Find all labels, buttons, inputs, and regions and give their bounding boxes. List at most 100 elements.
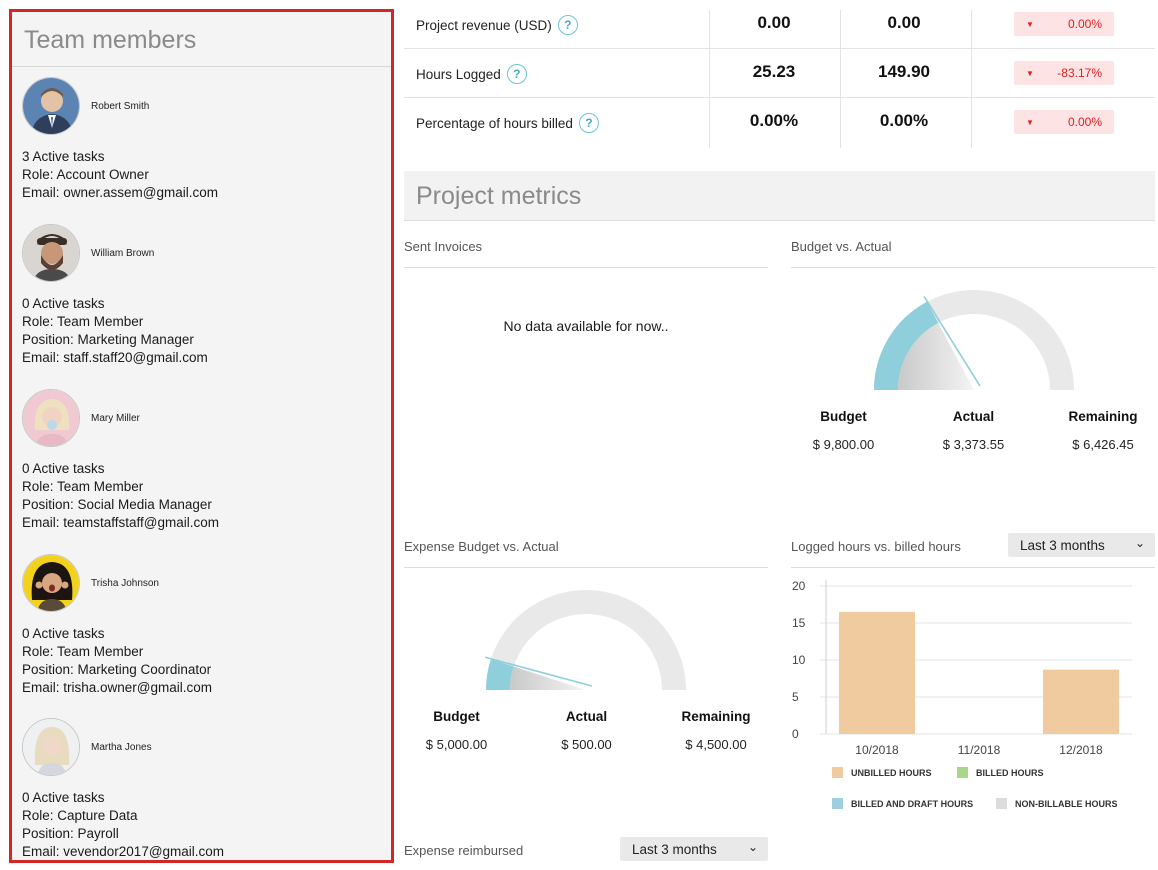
project-stats-table: Project revenue (USD) ? 0.00 0.00 ▼ 0.00… bbox=[404, 0, 1155, 148]
stat-label: Percentage of hours billed bbox=[416, 115, 573, 131]
member-card: Mary Miller 0 Active tasks Role: Team Me… bbox=[22, 389, 382, 532]
budget-gauge-legend: Budget $ 9,800.00 Actual $ 3,373.55 Remain… bbox=[791, 409, 1155, 452]
legend-item: NON-BILLABLE HOURS bbox=[996, 798, 1118, 809]
member-card: Martha Jones 0 Active tasks Role: Captur… bbox=[22, 718, 382, 860]
stat-label: Hours Logged bbox=[416, 66, 501, 82]
team-members-title: Team members bbox=[24, 26, 197, 54]
legend-swatch bbox=[996, 798, 1007, 809]
expense-reimbursed-title: Expense reimbursed bbox=[404, 843, 524, 858]
y-tick-label: 20 bbox=[792, 579, 806, 593]
column-divider bbox=[709, 10, 710, 148]
x-tick-label: 11/2018 bbox=[958, 743, 1001, 757]
member-position: Position: Payroll bbox=[22, 826, 119, 841]
no-data-message: No data available for now.. bbox=[503, 318, 669, 334]
legend-swatch bbox=[957, 767, 968, 778]
help-icon[interactable]: ? bbox=[557, 15, 578, 35]
member-email: Email: staff.staff20@gmail.com bbox=[22, 350, 208, 365]
down-arrow-icon: ▼ bbox=[1026, 19, 1034, 29]
project-metrics-title: Project metrics bbox=[416, 182, 582, 210]
member-position: Position: Marketing Manager bbox=[22, 332, 194, 347]
budget-label: Budget bbox=[820, 409, 867, 424]
member-role: Role: Capture Data bbox=[22, 808, 138, 823]
member-role: Role: Account Owner bbox=[22, 167, 149, 182]
delta-badge: ▼ 0.00% bbox=[1014, 110, 1114, 134]
x-tick-label: 10/2018 bbox=[855, 743, 899, 757]
member-card: William Brown 0 Active tasks Role: Team … bbox=[22, 224, 382, 367]
delta-value: 0.00% bbox=[1067, 115, 1102, 129]
legend-label: NON-BILLABLE HOURS bbox=[1015, 798, 1118, 809]
active-tasks: 3 Active tasks bbox=[22, 149, 105, 164]
expense-gauge-track bbox=[486, 590, 686, 690]
stat-label: Project revenue (USD) bbox=[416, 17, 552, 33]
member-role: Role: Team Member bbox=[22, 479, 144, 494]
team-title-divider bbox=[12, 66, 391, 67]
bar-12/2018 bbox=[1043, 669, 1119, 734]
member-card: Robert Smith 3 Active tasks Role: Accoun… bbox=[22, 77, 382, 202]
remaining-value: $ 4,500.00 bbox=[685, 737, 747, 752]
avatar[interactable] bbox=[22, 554, 80, 612]
stat-row-hours-logged: Hours Logged ? 25.23 149.90 ▼ -83.17% bbox=[404, 49, 1155, 98]
logged-hours-chart: 0 5 10 15 20 10/2018 11/2018 12/2018 bbox=[792, 579, 1132, 757]
stat-previous-value: 0.00 bbox=[887, 13, 921, 32]
column-divider bbox=[840, 10, 841, 148]
y-tick-label: 0 bbox=[792, 727, 799, 741]
project-metrics-header: Project metrics bbox=[404, 171, 1155, 221]
column-divider bbox=[971, 10, 972, 148]
member-name[interactable]: Trisha Johnson bbox=[91, 577, 159, 589]
budget-label: Budget bbox=[433, 709, 480, 724]
expense-reimbursed-range-select[interactable]: Last 3 months ⌄ bbox=[620, 837, 768, 861]
member-position: Position: Marketing Coordinator bbox=[22, 662, 212, 677]
budget-vs-actual-title: Budget vs. Actual bbox=[791, 239, 892, 254]
help-icon[interactable]: ? bbox=[578, 113, 599, 133]
stat-current-value: 0.00 bbox=[757, 13, 791, 32]
y-tick-label: 15 bbox=[792, 616, 806, 630]
avatar[interactable] bbox=[22, 718, 80, 776]
member-position: Position: Social Media Manager bbox=[22, 497, 212, 512]
member-card: Trisha Johnson 0 Active tasks Role: Team… bbox=[22, 554, 382, 697]
remaining-label: Remaining bbox=[1068, 409, 1138, 424]
logged-hours-range-select[interactable]: Last 3 months ⌄ bbox=[1008, 533, 1155, 557]
legend-swatch bbox=[832, 798, 843, 809]
expense-gauge-legend: Budget $ 5,000.00 Actual $ 500.00 Remainin… bbox=[404, 709, 768, 752]
avatar[interactable] bbox=[22, 77, 80, 135]
active-tasks: 0 Active tasks bbox=[22, 296, 105, 311]
delta-value: 0.00% bbox=[1067, 17, 1102, 31]
legend-swatch bbox=[832, 767, 843, 778]
avatar[interactable] bbox=[22, 389, 80, 447]
section-divider bbox=[404, 267, 768, 268]
budget-gauge-needle bbox=[923, 296, 981, 387]
expense-gauge-needle bbox=[484, 656, 593, 687]
stat-current-value: 0.00% bbox=[749, 111, 799, 130]
member-role: Role: Team Member bbox=[22, 644, 144, 659]
y-tick-label: 5 bbox=[792, 690, 799, 704]
legend-item: UNBILLED HOURS bbox=[832, 767, 932, 778]
section-divider bbox=[404, 567, 768, 568]
help-icon[interactable]: ? bbox=[506, 64, 527, 84]
bar-10/2018 bbox=[839, 611, 915, 734]
active-tasks: 0 Active tasks bbox=[22, 790, 105, 805]
member-name[interactable]: Robert Smith bbox=[91, 100, 150, 112]
delta-badge: ▼ 0.00% bbox=[1014, 12, 1114, 36]
actual-value: $ 500.00 bbox=[561, 737, 612, 752]
delta-badge: ▼ -83.17% bbox=[1014, 61, 1114, 85]
avatar[interactable] bbox=[22, 224, 80, 282]
legend-label: BILLED AND DRAFT HOURS bbox=[851, 798, 974, 809]
member-name[interactable]: Martha Jones bbox=[91, 741, 152, 753]
down-arrow-icon: ▼ bbox=[1026, 68, 1034, 78]
legend-item: BILLED AND DRAFT HOURS bbox=[832, 798, 973, 809]
chevron-down-icon: ⌄ bbox=[747, 840, 758, 854]
member-name[interactable]: William Brown bbox=[91, 247, 155, 259]
section-divider bbox=[791, 267, 1155, 268]
member-email: Email: vevendor2017@gmail.com bbox=[22, 844, 225, 859]
section-divider bbox=[791, 567, 1155, 568]
active-tasks: 0 Active tasks bbox=[22, 461, 105, 476]
legend-label: BILLED HOURS bbox=[976, 767, 1044, 778]
chevron-down-icon: ⌄ bbox=[1134, 536, 1145, 550]
budget-gauge-fill bbox=[874, 301, 939, 390]
budget-value: $ 9,800.00 bbox=[812, 437, 875, 452]
member-name[interactable]: Mary Miller bbox=[91, 412, 140, 424]
x-tick-label: 12/2018 bbox=[1059, 743, 1103, 757]
expense-budget-title: Expense Budget vs. Actual bbox=[404, 539, 559, 554]
expense-gauge-wedge bbox=[510, 666, 586, 690]
remaining-label: Remaining bbox=[681, 709, 751, 724]
